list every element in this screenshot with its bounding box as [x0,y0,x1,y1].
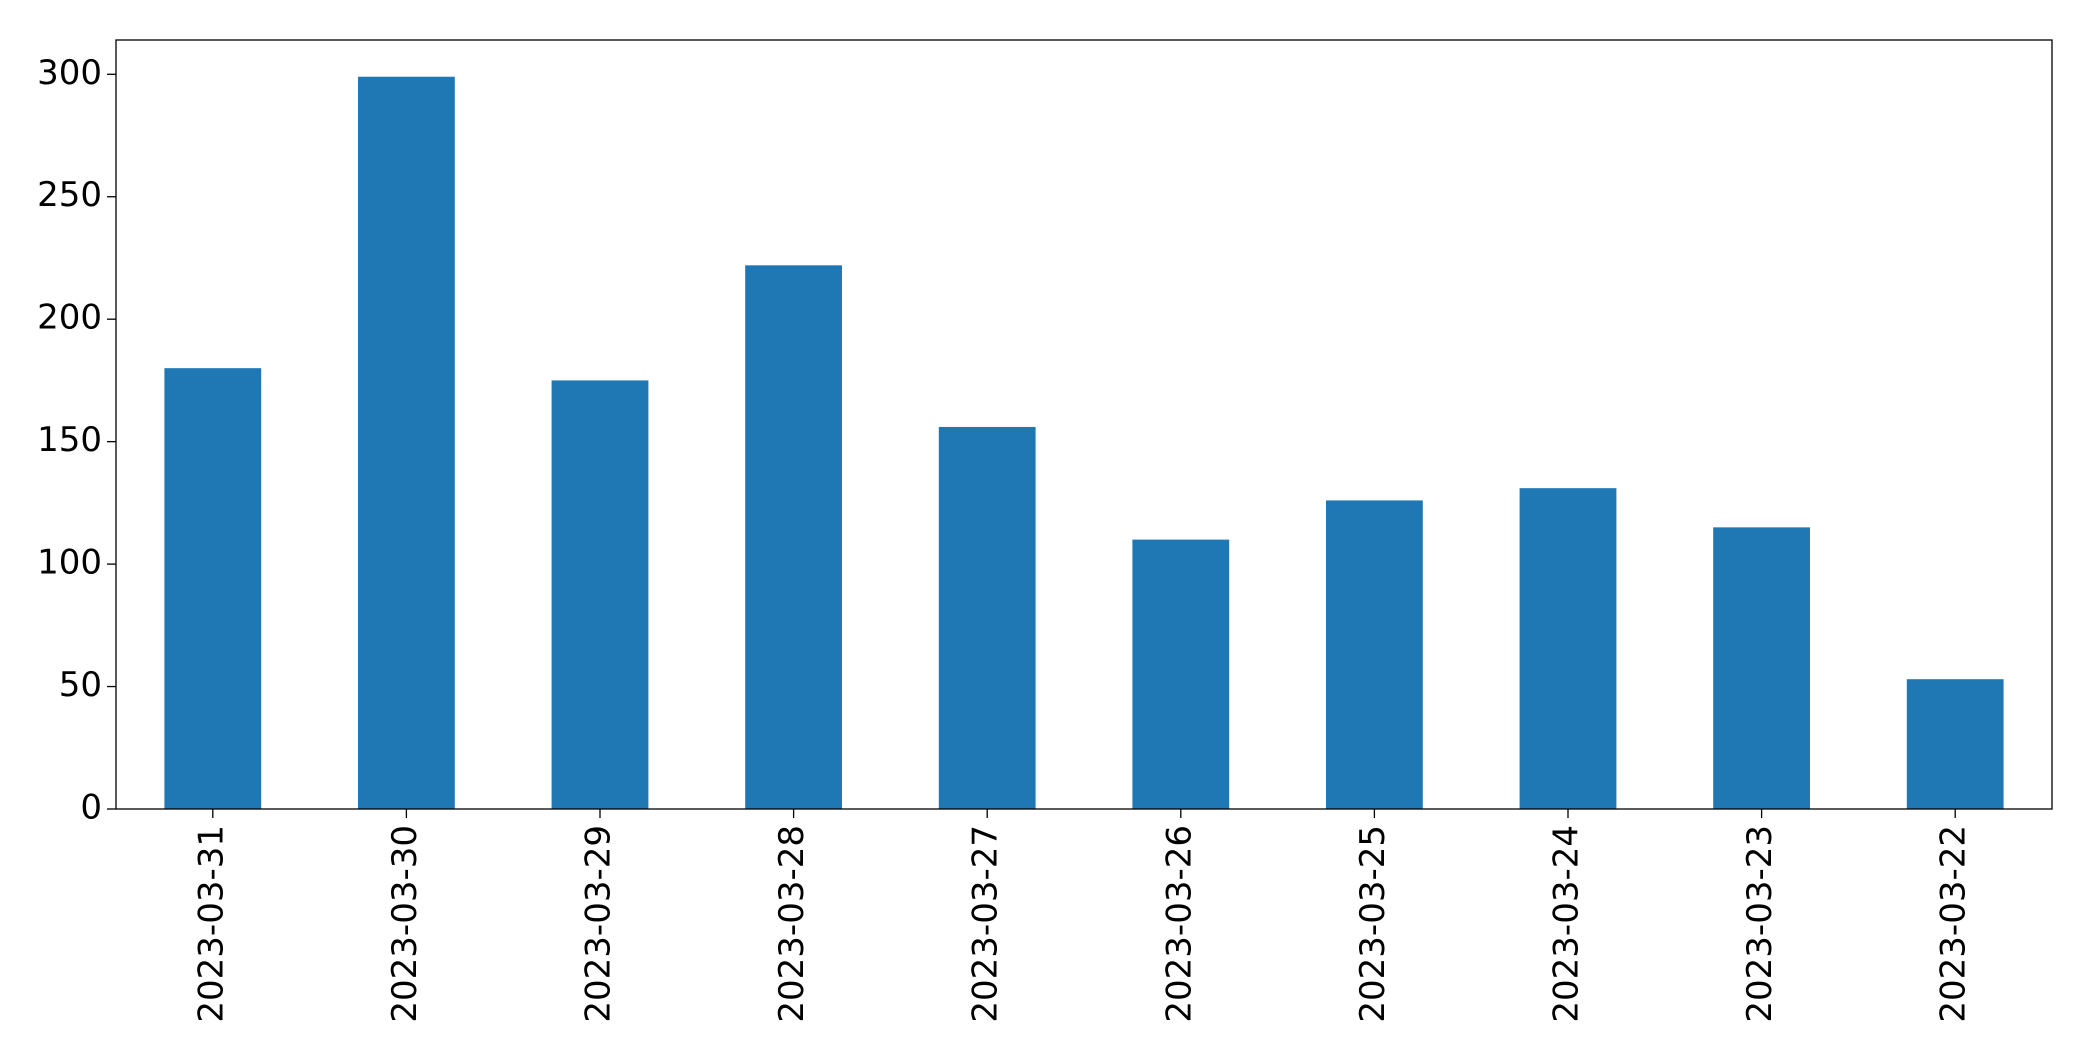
bar [551,380,649,809]
y-tick-label: 150 [37,420,102,460]
x-tick-label: 2023-03-28 [772,825,812,1023]
y-tick-label: 250 [37,175,102,215]
bar [745,265,842,809]
bar [1519,488,1617,809]
x-tick-label: 2023-03-30 [385,825,425,1023]
x-tick-label: 2023-03-31 [191,825,231,1023]
x-tick-label: 2023-03-22 [1934,825,1974,1023]
x-tick-label: 2023-03-29 [579,825,619,1023]
bar [1132,539,1230,809]
bar [1326,500,1423,809]
x-tick-label: 2023-03-23 [1740,825,1780,1023]
bar [938,426,1036,809]
x-tick-label: 2023-03-26 [1159,825,1199,1023]
x-tick-label: 2023-03-24 [1547,825,1587,1023]
bar [164,368,262,809]
y-tick-label: 300 [37,53,102,93]
axes-frame [115,39,2053,810]
y-tick-label: 50 [59,665,102,705]
bar [1713,527,1810,809]
y-tick-label: 100 [37,543,102,583]
x-tick-label: 2023-03-25 [1353,825,1393,1023]
bar [1906,679,2004,809]
x-tick-label: 2023-03-27 [966,825,1006,1023]
bar [358,76,455,810]
y-tick-label: 0 [80,788,102,828]
y-tick-label: 200 [37,298,102,338]
